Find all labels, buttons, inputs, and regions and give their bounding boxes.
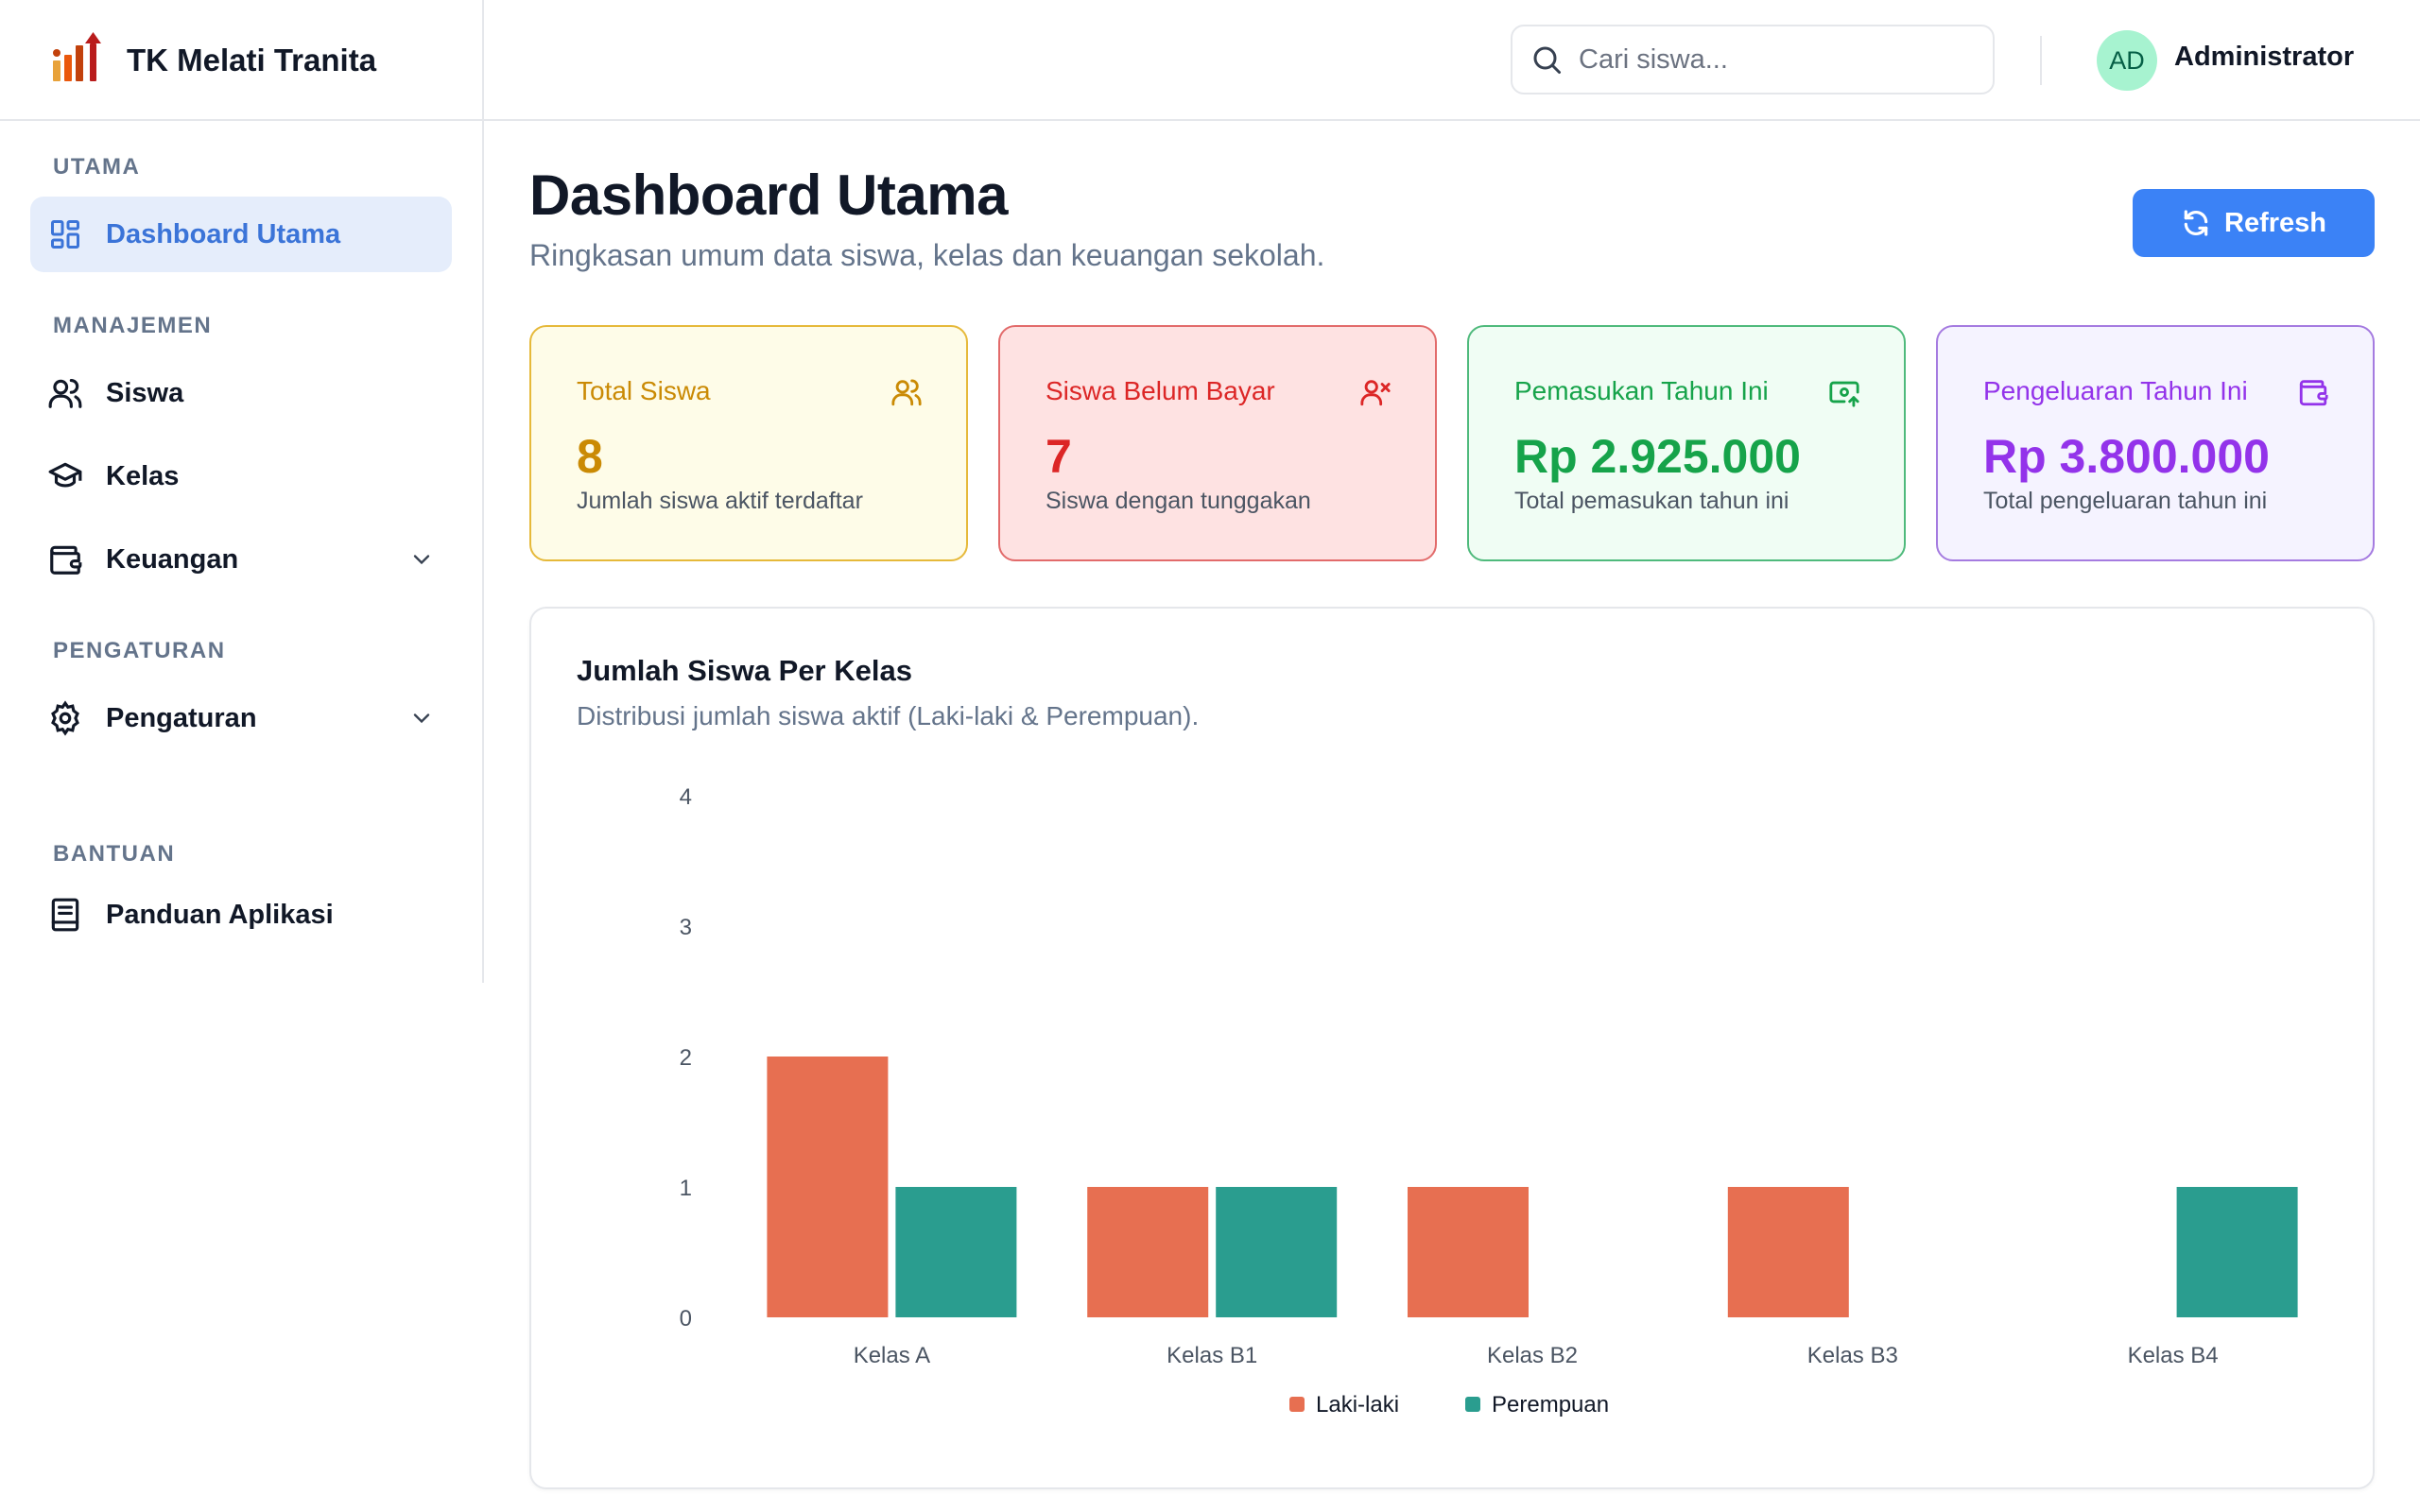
sidebar-item-label: Dashboard Utama bbox=[106, 218, 341, 249]
graduation-cap-icon bbox=[47, 458, 83, 494]
sidebar-item-label: Panduan Aplikasi bbox=[106, 899, 334, 930]
sidebar-item-panduan[interactable]: Panduan Aplikasi bbox=[30, 877, 452, 953]
chart-title: Jumlah Siswa Per Kelas bbox=[577, 654, 912, 687]
sidebar: UTAMA Dashboard Utama MANAJEMEN Siswa Ke… bbox=[0, 121, 484, 983]
refresh-icon bbox=[2184, 210, 2208, 236]
card-title: Pemasukan Tahun Ini bbox=[1514, 376, 1769, 405]
brand-name: TK Melati Tranita bbox=[127, 43, 377, 77]
y-tick-label: 0 bbox=[680, 1306, 692, 1332]
card-title: Siswa Belum Bayar bbox=[1046, 376, 1275, 405]
x-tick-label: Kelas B3 bbox=[1807, 1343, 1898, 1368]
card-note: Siswa dengan tunggakan bbox=[1046, 488, 1311, 514]
card-title: Pengeluaran Tahun Ini bbox=[1983, 376, 2248, 405]
card-value: Rp 2.925.000 bbox=[1514, 430, 1801, 483]
stat-card-pengeluaran: Pengeluaran Tahun Ini Rp 3.800.000 Total… bbox=[1936, 325, 2375, 561]
avatar[interactable]: AD bbox=[2097, 30, 2157, 91]
sidebar-item-siswa[interactable]: Siswa bbox=[30, 355, 452, 431]
sidebar-item-kelas[interactable]: Kelas bbox=[30, 438, 452, 514]
stat-card-belum-bayar: Siswa Belum Bayar 7 Siswa dengan tunggak… bbox=[998, 325, 1437, 561]
card-note: Total pemasukan tahun ini bbox=[1514, 488, 1789, 514]
refresh-button[interactable]: Refresh bbox=[2133, 189, 2375, 257]
stat-card-pemasukan: Pemasukan Tahun Ini Rp 2.925.000 Total p… bbox=[1467, 325, 1906, 561]
wallet-icon bbox=[47, 541, 83, 577]
sidebar-section-utama: UTAMA bbox=[53, 154, 141, 180]
bar-perempuan-kelas-b4 bbox=[2176, 1187, 2298, 1317]
sidebar-item-keuangan[interactable]: Keuangan bbox=[30, 522, 452, 597]
wallet-icon bbox=[2299, 380, 2328, 406]
x-tick-label: Kelas B1 bbox=[1167, 1343, 1257, 1368]
x-tick-label: Kelas B2 bbox=[1487, 1343, 1578, 1368]
card-value: Rp 3.800.000 bbox=[1983, 430, 2270, 483]
chevron-down-icon bbox=[413, 555, 430, 565]
search-box[interactable] bbox=[1511, 25, 1995, 94]
brand[interactable]: TK Melati Tranita bbox=[0, 0, 484, 121]
x-tick-label: Kelas A bbox=[854, 1343, 930, 1368]
sidebar-item-pengaturan[interactable]: Pengaturan bbox=[30, 680, 452, 756]
page-subtitle: Ringkasan umum data siswa, kelas dan keu… bbox=[529, 238, 1325, 272]
user-name[interactable]: Administrator bbox=[2174, 42, 2355, 72]
y-tick-label: 3 bbox=[680, 915, 692, 940]
bar-laki-laki-kelas-b2 bbox=[1408, 1187, 1529, 1317]
card-value: 7 bbox=[1046, 430, 1072, 483]
sidebar-section-pengaturan: PENGATURAN bbox=[53, 638, 226, 663]
bar-laki-laki-kelas-a bbox=[767, 1057, 889, 1317]
refresh-label: Refresh bbox=[2224, 207, 2326, 238]
top-header: TK Melati Tranita AD Administrator bbox=[0, 0, 2420, 121]
chart-panel: 0 1 2 3 4 Kelas A Kelas B1 Kelas B2 Kelas B3 Kela… bbox=[529, 607, 2375, 1489]
user-x-icon bbox=[1360, 380, 1391, 406]
search-input[interactable] bbox=[1579, 43, 1976, 76]
bar-perempuan-kelas-a bbox=[895, 1187, 1017, 1317]
y-tick-label: 2 bbox=[680, 1045, 692, 1071]
legend-swatch bbox=[1465, 1397, 1480, 1412]
users-icon bbox=[891, 379, 922, 406]
legend-label: Laki-laki bbox=[1316, 1392, 1399, 1418]
stat-card-total-siswa: Total Siswa 8 Jumlah siswa aktif terdaft… bbox=[529, 325, 968, 561]
search-icon bbox=[1533, 46, 1561, 74]
card-note: Jumlah siswa aktif terdaftar bbox=[577, 488, 863, 514]
sidebar-section-bantuan: BANTUAN bbox=[53, 841, 176, 867]
sidebar-item-label: Pengaturan bbox=[106, 702, 257, 733]
y-tick-label: 4 bbox=[680, 784, 692, 810]
gear-icon bbox=[47, 700, 83, 736]
bar-chart: 0 1 2 3 4 Kelas A Kelas B1 Kelas B2 Kelas B3 Kela… bbox=[680, 784, 2298, 1418]
money-in-icon bbox=[1829, 381, 1859, 407]
bar-laki-laki-kelas-b1 bbox=[1087, 1187, 1209, 1317]
bar-laki-laki-kelas-b3 bbox=[1727, 1187, 1849, 1317]
legend-label: Perempuan bbox=[1492, 1392, 1609, 1418]
growth-chart-logo-icon bbox=[53, 32, 101, 81]
sidebar-item-label: Keuangan bbox=[106, 543, 239, 575]
sidebar-item-label: Siswa bbox=[106, 377, 184, 408]
book-icon bbox=[47, 897, 83, 933]
sidebar-item-label: Kelas bbox=[106, 460, 180, 491]
sidebar-item-dashboard[interactable]: Dashboard Utama bbox=[30, 197, 452, 272]
chevron-down-icon bbox=[413, 713, 430, 724]
legend-swatch bbox=[1289, 1397, 1305, 1412]
y-tick-label: 1 bbox=[680, 1176, 692, 1201]
card-note: Total pengeluaran tahun ini bbox=[1983, 488, 2268, 514]
header-divider bbox=[2040, 36, 2042, 85]
dashboard-grid-icon bbox=[47, 216, 83, 252]
sidebar-section-manajemen: MANAJEMEN bbox=[53, 313, 213, 338]
bar-perempuan-kelas-b1 bbox=[1216, 1187, 1338, 1317]
page-title: Dashboard Utama bbox=[529, 163, 1008, 227]
users-icon bbox=[47, 375, 83, 411]
card-title: Total Siswa bbox=[577, 376, 711, 405]
chart-subtitle: Distribusi jumlah siswa aktif (Laki-laki… bbox=[577, 701, 1200, 730]
x-tick-label: Kelas B4 bbox=[2128, 1343, 2219, 1368]
card-value: 8 bbox=[577, 430, 603, 483]
